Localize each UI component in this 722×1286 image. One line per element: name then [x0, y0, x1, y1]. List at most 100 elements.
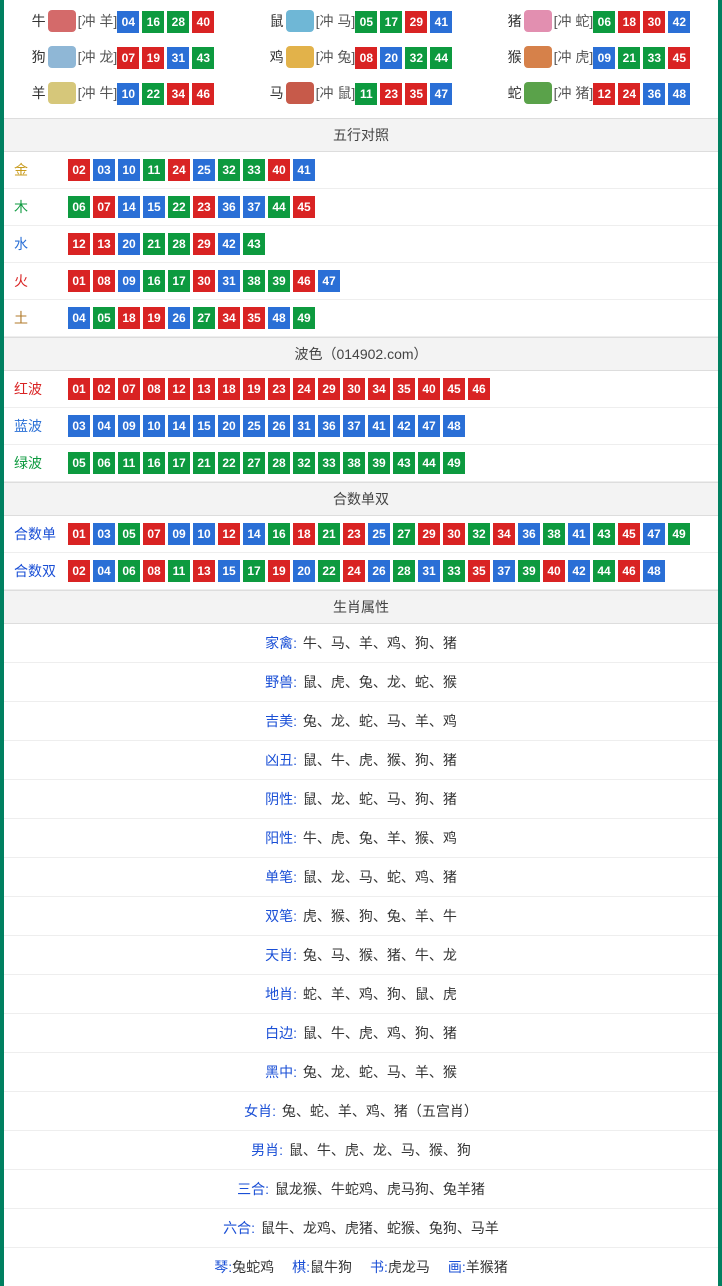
zodiac-numbers: 12243648 — [593, 83, 690, 105]
zodiac-conflict: [冲 马] — [316, 11, 356, 31]
heshu-row-label: 合数单 — [14, 524, 58, 544]
number-chip: 29 — [418, 523, 440, 545]
zodiac-numbers: 06183042 — [593, 11, 690, 33]
number-chip: 27 — [243, 452, 265, 474]
number-chip: 06 — [118, 560, 140, 582]
number-chip: 29 — [318, 378, 340, 400]
attribute-value: 鼠、牛、虎、龙、马、猴、狗 — [285, 1142, 471, 1158]
heshu-row: 合数单0103050709101214161821232527293032343… — [4, 516, 718, 553]
zodiac-name: 猪 — [508, 11, 522, 31]
wuxing-row-numbers: 04051819262734354849 — [68, 307, 708, 329]
number-chip: 09 — [118, 415, 140, 437]
number-chip: 24 — [293, 378, 315, 400]
number-chip: 22 — [142, 83, 164, 105]
number-chip: 07 — [117, 47, 139, 69]
zodiac-cell: 马[冲 鼠]11233547 — [242, 78, 480, 114]
number-chip: 33 — [443, 560, 465, 582]
number-chip: 49 — [443, 452, 465, 474]
number-chip: 42 — [568, 560, 590, 582]
number-chip: 41 — [293, 159, 315, 181]
number-chip: 32 — [468, 523, 490, 545]
attribute-label: 双笔: — [265, 908, 297, 924]
attribute-value: 鼠牛、龙鸡、虎猪、蛇猴、兔狗、马羊 — [257, 1220, 499, 1236]
number-chip: 32 — [405, 47, 427, 69]
zodiac-animal-icon — [286, 82, 314, 104]
zodiac-numbers: 11233547 — [355, 83, 452, 105]
attribute-label: 地肖: — [265, 986, 297, 1002]
number-chip: 07 — [93, 196, 115, 218]
attribute-row: 家禽: 牛、马、羊、鸡、狗、猪 — [4, 624, 718, 663]
attribute-row: 阳性: 牛、虎、兔、羊、猴、鸡 — [4, 819, 718, 858]
number-chip: 48 — [268, 307, 290, 329]
number-chip: 15 — [193, 415, 215, 437]
number-chip: 30 — [443, 523, 465, 545]
four-col-item: 画:羊猴猪 — [448, 1257, 508, 1277]
zodiac-label-row: 蛇[冲 猪] — [508, 82, 594, 104]
number-chip: 29 — [193, 233, 215, 255]
number-chip: 47 — [318, 270, 340, 292]
number-chip: 02 — [68, 560, 90, 582]
zodiac-conflict: [冲 兔] — [316, 47, 356, 67]
wuxing-row-label: 土 — [14, 308, 58, 328]
number-chip: 17 — [168, 452, 190, 474]
number-chip: 22 — [318, 560, 340, 582]
number-chip: 16 — [268, 523, 290, 545]
bose-row-label: 蓝波 — [14, 416, 58, 436]
bose-row-numbers: 03040910141520252631363741424748 — [68, 415, 708, 437]
attribute-value: 鼠龙猴、牛蛇鸡、虎马狗、兔羊猪 — [271, 1181, 485, 1197]
heshu-row-label: 合数双 — [14, 561, 58, 581]
zodiac-animal-icon — [286, 46, 314, 68]
number-chip: 11 — [355, 83, 377, 105]
wuxing-row-numbers: 0108091617303138394647 — [68, 270, 708, 292]
zodiac-animal-icon — [524, 10, 552, 32]
number-chip: 22 — [218, 452, 240, 474]
zodiac-conflict: [冲 鼠] — [316, 83, 356, 103]
number-chip: 08 — [355, 47, 377, 69]
zodiac-numbers: 05172941 — [355, 11, 452, 33]
page-container: 牛[冲 羊]04162840鼠[冲 马]05172941猪[冲 蛇]061830… — [0, 0, 722, 1286]
zodiac-grid: 牛[冲 羊]04162840鼠[冲 马]05172941猪[冲 蛇]061830… — [4, 0, 718, 118]
number-chip: 44 — [430, 47, 452, 69]
number-chip: 35 — [243, 307, 265, 329]
number-chip: 23 — [343, 523, 365, 545]
attribute-value: 牛、马、羊、鸡、狗、猪 — [299, 635, 457, 651]
attribute-label: 吉美: — [265, 713, 297, 729]
wuxing-row: 水1213202128294243 — [4, 226, 718, 263]
number-chip: 38 — [343, 452, 365, 474]
attribute-value: 鼠、龙、马、蛇、鸡、猪 — [299, 869, 457, 885]
attribute-value: 兔、马、猴、猪、牛、龙 — [299, 947, 457, 963]
number-chip: 21 — [318, 523, 340, 545]
zodiac-numbers: 08203244 — [355, 47, 452, 69]
attribute-row: 凶丑: 鼠、牛、虎、猴、狗、猪 — [4, 741, 718, 780]
number-chip: 05 — [118, 523, 140, 545]
attribute-label: 六合: — [223, 1220, 255, 1236]
number-chip: 44 — [268, 196, 290, 218]
number-chip: 41 — [368, 415, 390, 437]
bose-row: 蓝波 03040910141520252631363741424748 — [4, 408, 718, 445]
four-col-key: 棋: — [292, 1259, 310, 1275]
attribute-value: 鼠、龙、蛇、马、狗、猪 — [299, 791, 457, 807]
number-chip: 42 — [668, 11, 690, 33]
number-chip: 34 — [218, 307, 240, 329]
number-chip: 38 — [243, 270, 265, 292]
number-chip: 43 — [192, 47, 214, 69]
section-header-attributes: 生肖属性 — [4, 590, 718, 624]
wuxing-row-numbers: 06071415222336374445 — [68, 196, 708, 218]
zodiac-animal-icon — [524, 46, 552, 68]
wuxing-row-label: 水 — [14, 234, 58, 254]
zodiac-name: 鼠 — [270, 11, 284, 31]
section-header-heshu: 合数单双 — [4, 482, 718, 516]
number-chip: 09 — [593, 47, 615, 69]
four-col-key: 画: — [448, 1259, 466, 1275]
number-chip: 22 — [168, 196, 190, 218]
attribute-row: 双笔: 虎、猴、狗、兔、羊、牛 — [4, 897, 718, 936]
zodiac-cell: 鼠 [冲 马]05172941 — [242, 6, 480, 42]
number-chip: 20 — [293, 560, 315, 582]
number-chip: 11 — [118, 452, 140, 474]
number-chip: 45 — [443, 378, 465, 400]
number-chip: 28 — [268, 452, 290, 474]
number-chip: 14 — [243, 523, 265, 545]
number-chip: 01 — [68, 523, 90, 545]
number-chip: 29 — [405, 11, 427, 33]
number-chip: 21 — [193, 452, 215, 474]
